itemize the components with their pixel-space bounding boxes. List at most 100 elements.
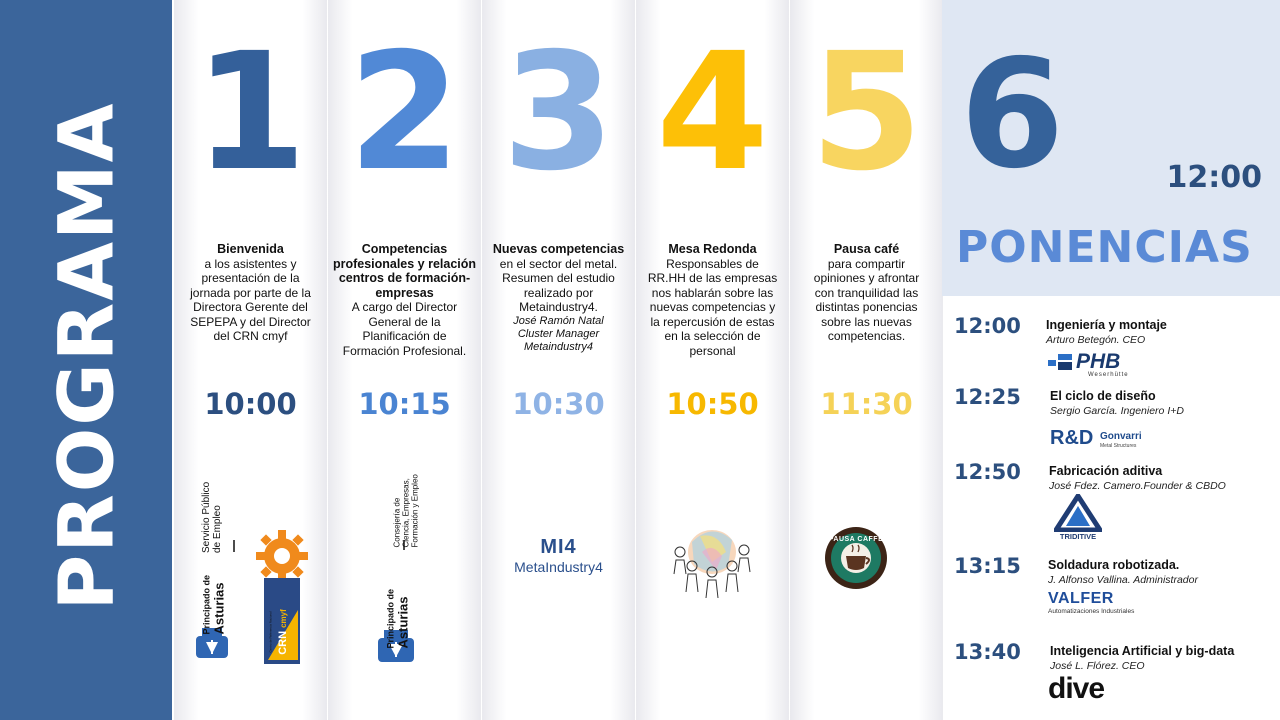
triditive-logo: TRIDITIVE [1052,494,1104,546]
step-number: 3 [502,19,615,207]
crn-text: CRN [276,630,289,655]
desc-line: personal [689,343,736,358]
gonvarri-rd-logo: R&D Gonvarri Metal Structures [1050,423,1160,455]
desc-line: nuevas competencias y [649,300,776,314]
desc-line: Directora Gerente del [193,300,308,314]
step-title: Pausa café [833,242,900,256]
speaker-line: Metaindustry4 [523,340,594,353]
pausa-caffe-text: PAUSA CAFFÉ [828,536,884,543]
phb-text: PHB [1076,350,1121,373]
gonvarri-text: Gonvarri [1100,431,1142,442]
desc-line: la repercusión de estas [650,314,775,329]
step-number: 4 [656,19,769,207]
desc-line: a los asistentes y [204,256,297,271]
metaindustry4-logo: MI4 MetaIndustry4 [492,536,625,582]
desc-line: para compartir [827,256,906,271]
desc-line: del CRN cmyf [213,329,288,343]
talk-item: 13:15 Soldadura robotizada. J. Alfonso V… [942,554,1280,624]
round-table-people-icon [673,530,751,599]
step-number: 5 [810,19,923,207]
metaindustry4-text: MetaIndustry4 [514,559,603,575]
talk-time: 12:00 [954,314,1021,338]
step-description: Mesa Redonda Responsables de RR.HH de la… [640,242,785,358]
desc-line: con tranquilidad las [814,285,919,300]
ponencias-time: 12:00 [1166,160,1263,195]
talk-speaker: J. Alfonso Vallina. Administrador [1048,574,1198,586]
consejeria-text: Consejería de [392,497,402,548]
gear-icon [256,530,308,664]
dive-logo: dive [1048,672,1105,705]
desc-line: presentación de la [201,271,300,285]
desc-line: Planificación de [362,329,447,343]
talk-title: Ingeniería y montaje [1046,318,1167,332]
consejeria-logo: Principado de Asturias Consejería de Cie… [374,450,434,664]
talk-time: 13:15 [954,554,1021,578]
talk-speaker: Arturo Betegón. CEO [1046,334,1146,346]
step-time: 11:30 [820,387,913,421]
valfer-text: VALFER [1048,590,1114,607]
step-number: 6 [960,28,1065,202]
crn-side-text: Centro de Referencia Nacional [268,611,273,653]
talk-title: Soldadura robotizada. [1048,558,1180,572]
desc-line: sobre las nuevas [821,314,912,329]
step-description: Nuevas competencias en el sector del met… [486,242,631,354]
talk-item: 12:00 Ingeniería y montaje Arturo Betegó… [942,314,1280,384]
speaker-line: José Ramón Natal [513,314,604,327]
desc-line: General de la [368,314,441,329]
consejeria-text: Formación y Empleo [410,474,420,548]
step-title: Bienvenida [217,242,284,256]
sidebar: PROGRAMA [0,0,172,720]
sepepa-logo: Principado de Asturias Servicio Público … [190,450,250,660]
desc-line: en el sector del metal. [499,256,618,271]
step-time: 10:50 [666,387,759,421]
step-time: 10:15 [358,387,451,421]
agenda-column-4: 4 Mesa Redonda Responsables de RR.HH de … [636,0,789,720]
agenda-column-5: 5 Pausa café para compartir opiniones y … [790,0,943,720]
triangle-icon [1054,494,1102,532]
talk-item: 12:25 El ciclo de diseño Sergio García. … [942,385,1280,457]
desc-line: A cargo del Director [351,300,458,314]
consejeria-text: Ciencia, Empresas, [401,478,411,548]
mi4-icon: MI4 [540,536,577,558]
step-description: Bienvenida a los asistentes y presentaci… [178,242,323,344]
desc-line: distintas ponencias [815,300,918,314]
asturias-crest-icon [196,540,235,658]
coffee-cup-icon [825,527,887,589]
step-title: Competencias profesionales y relación ce… [332,242,477,300]
talk-time: 12:50 [954,460,1021,484]
talk-speaker: José L. Flórez. CEO [1050,660,1145,672]
ponencias-title: PONENCIAS [956,222,1253,273]
talk-time: 12:25 [954,385,1021,409]
desc-line: en la selección de [664,329,761,343]
gonvarri-sub-text: Metal Structures [1100,443,1137,449]
talk-item: 13:40 Inteligencia Artificial y big-data… [942,640,1280,716]
desc-line: RR.HH de las empresas [647,271,778,285]
step-title: Nuevas competencias [492,242,625,256]
phb-mark-icon [1048,354,1072,370]
step-number: 1 [194,19,307,207]
desc-line: opiniones y afrontar [813,271,920,285]
desc-line: competencias. [827,329,906,343]
agenda-column-1: 1 Bienvenida a los asistentes y presenta… [174,0,327,720]
step-time: 10:30 [512,387,605,421]
crn-text: cmyf [278,609,288,628]
step-number: 2 [348,19,461,207]
desc-line: realizado por [523,285,594,300]
pausa-caffe-logo: PAUSA CAFFÉ [824,526,888,590]
talk-title: Fabricación aditiva [1049,464,1163,478]
step-description: Pausa café para compartir opiniones y af… [794,242,939,344]
desc-line: Metaindustry4. [519,300,598,314]
asturias-crest-icon [378,540,414,662]
sepepa-text: de Empleo [212,505,223,553]
step-description: Competencias profesionales y relación ce… [332,242,477,358]
sepepa-text: Servicio Público [201,481,212,553]
desc-line: Resumen del estudio [502,271,615,285]
program-title: PROGRAMA [41,101,131,611]
phb-sub-text: Weserhütte [1088,372,1129,378]
rd-text: R&D [1050,427,1094,449]
desc-line: Responsables de [666,256,759,271]
crn-cmyf-logo: CRN cmyf Centro de Referencia Nacional [254,530,310,666]
talk-title: El ciclo de diseño [1050,389,1156,403]
talk-time: 13:40 [954,640,1021,664]
desc-line: jornada por parte de la [190,285,311,300]
